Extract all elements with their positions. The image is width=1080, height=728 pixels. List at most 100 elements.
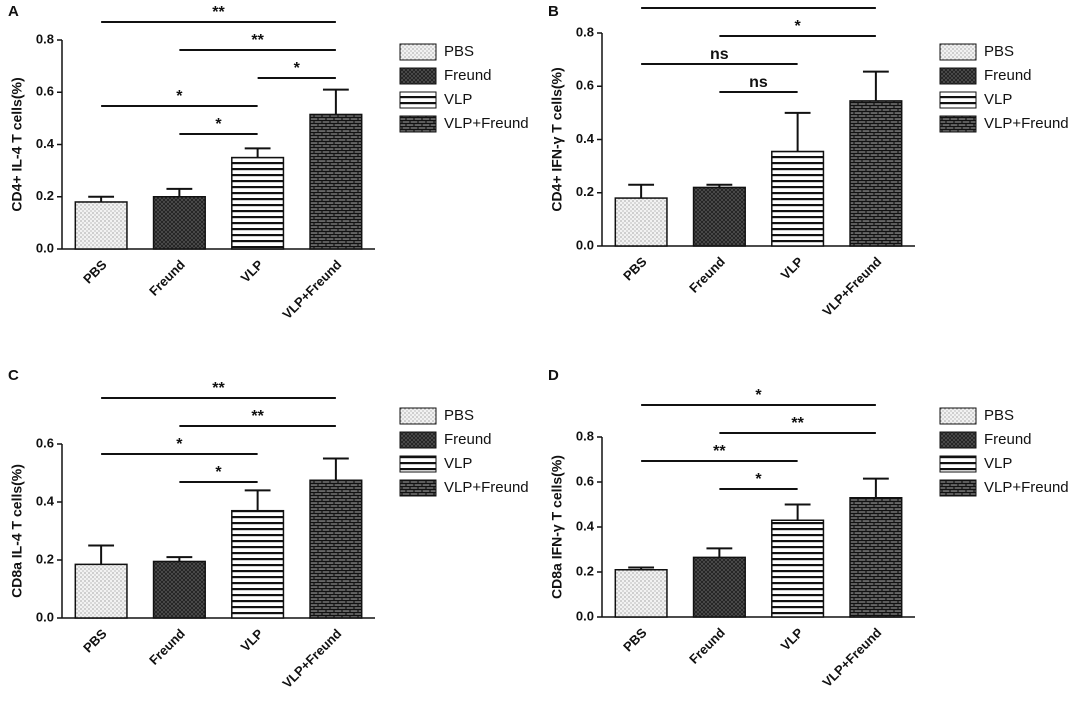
bar <box>692 556 746 618</box>
legend-label: VLP <box>444 455 472 472</box>
legend-swatch <box>939 479 977 497</box>
legend-label: VLP+Freund <box>984 479 1069 496</box>
y-tick-label: 0.2 <box>36 188 54 203</box>
legend-label: VLP+Freund <box>444 115 529 132</box>
x-tick-label: VLP+Freund <box>819 254 884 319</box>
legend-label: VLP <box>984 91 1012 108</box>
legend-label: PBS <box>984 407 1014 424</box>
x-tick-label: Freund <box>686 254 728 296</box>
significance-label: ** <box>251 408 264 425</box>
legend-label: PBS <box>444 43 474 60</box>
bar <box>74 201 128 250</box>
legend-swatch <box>399 91 437 109</box>
legend-swatch <box>939 43 977 61</box>
x-tick-label: VLP+Freund <box>279 257 344 322</box>
y-tick-label: 0.0 <box>576 237 594 252</box>
bar <box>771 519 825 618</box>
panel-label: B <box>548 3 559 20</box>
y-axis-label: CD8a IFN-γ T cells(%) <box>549 455 565 599</box>
y-tick-label: 0.6 <box>36 84 54 99</box>
bar <box>152 196 206 250</box>
bar <box>309 479 363 619</box>
x-tick-label: VLP <box>238 626 267 655</box>
y-tick-label: 0.6 <box>576 78 594 93</box>
significance-label: ** <box>212 4 225 21</box>
bar <box>231 509 285 619</box>
significance-label: ** <box>713 443 726 460</box>
significance-label: ** <box>212 380 225 397</box>
y-tick-label: 0.8 <box>576 24 594 39</box>
significance-label: ** <box>791 415 804 432</box>
legend-swatch <box>399 431 437 449</box>
x-tick-label: PBS <box>620 625 650 655</box>
y-tick-label: 0.4 <box>576 518 595 533</box>
panel-label: C <box>8 367 19 384</box>
y-tick-label: 0.0 <box>36 240 54 255</box>
legend-label: Freund <box>984 431 1032 448</box>
y-tick-label: 0.8 <box>576 428 594 443</box>
y-axis-label: CD8a IL-4 T cells(%) <box>9 464 25 598</box>
legend-swatch <box>399 67 437 85</box>
y-tick-label: 0.2 <box>36 551 54 566</box>
bar <box>692 186 746 247</box>
y-tick-label: 0.4 <box>36 136 55 151</box>
legend-label: VLP+Freund <box>444 479 529 496</box>
x-tick-label: VLP <box>778 254 807 283</box>
x-tick-label: VLP <box>238 257 267 286</box>
significance-label: * <box>176 436 183 453</box>
significance-label: ** <box>251 32 264 49</box>
bar <box>771 150 825 247</box>
significance-label: * <box>795 18 802 35</box>
significance-label: * <box>215 116 222 133</box>
significance-label: ** <box>752 0 765 7</box>
x-tick-label: Freund <box>686 625 728 667</box>
legend-swatch <box>939 407 977 425</box>
x-tick-label: PBS <box>80 257 110 287</box>
significance-label: ns <box>749 74 768 91</box>
legend-swatch <box>939 431 977 449</box>
bar <box>231 156 285 250</box>
significance-label: * <box>176 88 183 105</box>
significance-label: * <box>215 464 222 481</box>
legend-swatch <box>399 407 437 425</box>
bar <box>152 560 206 619</box>
legend-label: Freund <box>444 431 492 448</box>
y-tick-label: 0.8 <box>36 31 54 46</box>
y-axis-label: CD4+ IL-4 T cells(%) <box>9 77 25 211</box>
legend-swatch <box>939 455 977 473</box>
legend-swatch <box>939 67 977 85</box>
legend-label: VLP+Freund <box>984 115 1069 132</box>
panel-label: A <box>8 3 19 20</box>
y-tick-label: 0.6 <box>36 435 54 450</box>
legend-label: PBS <box>444 407 474 424</box>
legend-swatch <box>939 91 977 109</box>
bar <box>614 197 668 247</box>
significance-label: * <box>294 60 301 77</box>
legend-label: PBS <box>984 43 1014 60</box>
x-tick-label: VLP+Freund <box>279 626 344 691</box>
significance-label: ns <box>710 46 729 63</box>
legend-label: Freund <box>984 67 1032 84</box>
bar <box>849 497 903 618</box>
panel-label: D <box>548 367 559 384</box>
legend-label: VLP <box>984 455 1012 472</box>
x-tick-label: VLP+Freund <box>819 625 884 690</box>
y-tick-label: 0.4 <box>36 493 55 508</box>
significance-label: * <box>755 387 762 404</box>
y-tick-label: 0.2 <box>576 563 594 578</box>
y-axis-label: CD4+ IFN-γ T cells(%) <box>549 67 565 211</box>
legend-label: VLP <box>444 91 472 108</box>
y-tick-label: 0.4 <box>576 131 595 146</box>
bar <box>74 563 128 619</box>
x-tick-label: Freund <box>146 626 188 668</box>
legend-swatch <box>399 479 437 497</box>
legend-swatch <box>399 43 437 61</box>
significance-label: * <box>755 471 762 488</box>
bar <box>309 113 363 250</box>
legend-swatch <box>399 455 437 473</box>
y-tick-label: 0.2 <box>576 184 594 199</box>
bar <box>849 100 903 247</box>
y-tick-label: 0.6 <box>576 473 594 488</box>
bar <box>614 569 668 618</box>
